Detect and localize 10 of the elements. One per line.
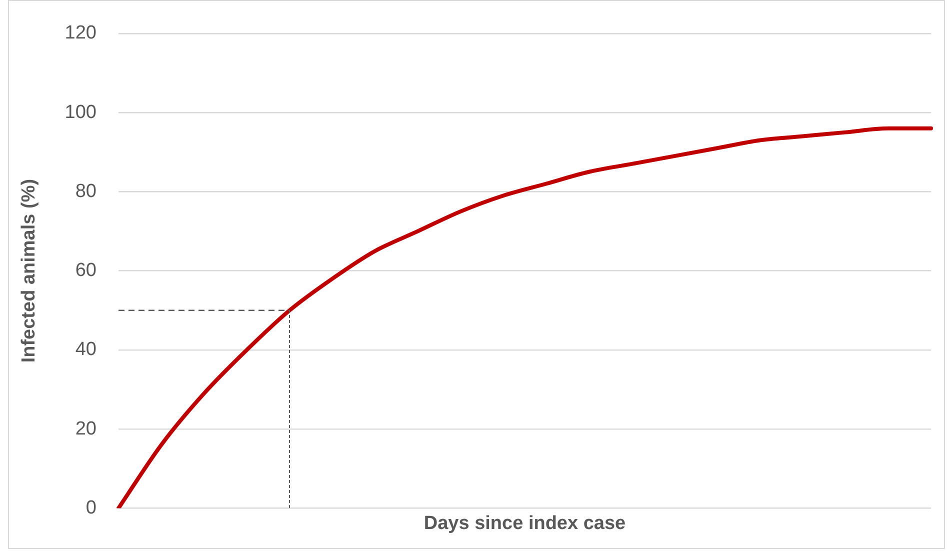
y-tick-label: 80: [75, 180, 96, 202]
y-tick-label: 40: [75, 339, 96, 360]
y-tick-label: 60: [75, 260, 96, 282]
y-axis-title: Infected animals (%): [18, 178, 40, 363]
y-tick-label: 100: [64, 102, 96, 123]
y-tick-label: 20: [75, 418, 96, 440]
y-tick-label: 120: [64, 22, 96, 44]
line-series: [116, 126, 933, 508]
y-tick-label: 0: [86, 497, 96, 518]
x-axis-title: Days since index case: [424, 512, 626, 534]
